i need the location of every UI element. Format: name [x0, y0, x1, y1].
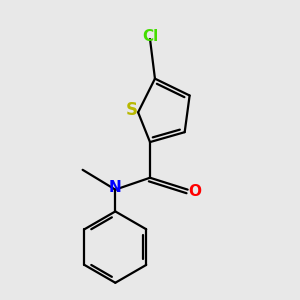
- Text: S: S: [126, 101, 138, 119]
- Text: O: O: [188, 184, 201, 199]
- Text: Cl: Cl: [142, 28, 158, 44]
- Text: N: N: [109, 180, 122, 195]
